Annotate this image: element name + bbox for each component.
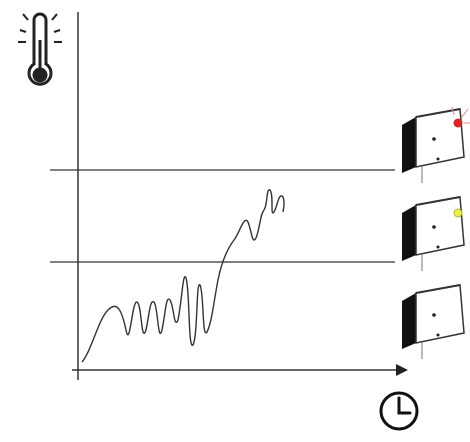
clock-icon: [379, 391, 419, 431]
device: [401, 196, 465, 272]
thermometer-icon: [18, 12, 62, 86]
temperature-curve: [81, 189, 285, 363]
device: [401, 106, 470, 184]
device: [401, 284, 465, 360]
